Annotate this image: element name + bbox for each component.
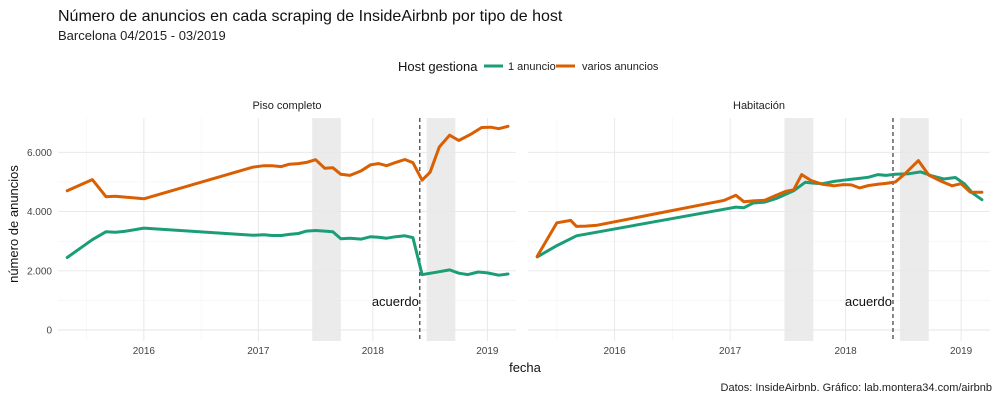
legend-label-varios-anuncios: varios anuncios	[582, 61, 659, 73]
x-tick-label: 2019	[476, 346, 499, 357]
panel-strip-label: Piso completo	[252, 100, 321, 112]
x-tick-label: 2016	[604, 346, 627, 357]
y-tick-label: 2.000	[27, 266, 52, 277]
x-tick-label: 2019	[950, 346, 973, 357]
y-axis-title: número de anuncios	[6, 165, 21, 283]
panel-habitacion: Habitación acuerdo 2016 2017 2018 2019	[528, 100, 990, 357]
y-tick-label: 4.000	[27, 207, 52, 218]
x-tick-label: 2016	[133, 346, 156, 357]
panel-strip-label: Habitación	[733, 100, 785, 112]
shaded-period	[899, 118, 929, 341]
series-line-1-anuncio	[535, 170, 984, 259]
y-tick-label: 0	[46, 326, 52, 337]
shaded-period	[426, 118, 456, 341]
series-line-varios-anuncios	[535, 159, 984, 258]
y-tick-label: 6.000	[27, 148, 52, 159]
chart-title: Número de anuncios en cada scraping de I…	[58, 8, 563, 25]
chart-caption: Datos: InsideAirbnb. Gráfico: lab.monter…	[721, 382, 992, 394]
series-line-1-anuncio	[65, 226, 510, 277]
x-tick-label: 2018	[835, 346, 858, 357]
legend: Host gestiona 1 anuncio varios anuncios	[398, 59, 659, 74]
chart-subtitle: Barcelona 04/2015 - 03/2019	[58, 28, 226, 43]
chart-panels: Piso completo acuerdo 2016 2017 2018 2019 0 2.0…	[27, 100, 990, 357]
series-line-varios-anuncios	[65, 124, 510, 201]
agreement-label: acuerdo	[845, 294, 892, 309]
shaded-period	[784, 118, 814, 341]
x-tick-label: 2017	[247, 346, 270, 357]
legend-label-1-anuncio: 1 anuncio	[508, 61, 556, 73]
x-tick-label: 2018	[362, 346, 385, 357]
x-tick-label: 2017	[719, 346, 742, 357]
agreement-label: acuerdo	[372, 294, 419, 309]
legend-title: Host gestiona	[398, 59, 478, 74]
panel-piso-completo: Piso completo acuerdo 2016 2017 2018 2019 0 2.0…	[27, 100, 516, 357]
x-axis-title: fecha	[509, 360, 542, 375]
